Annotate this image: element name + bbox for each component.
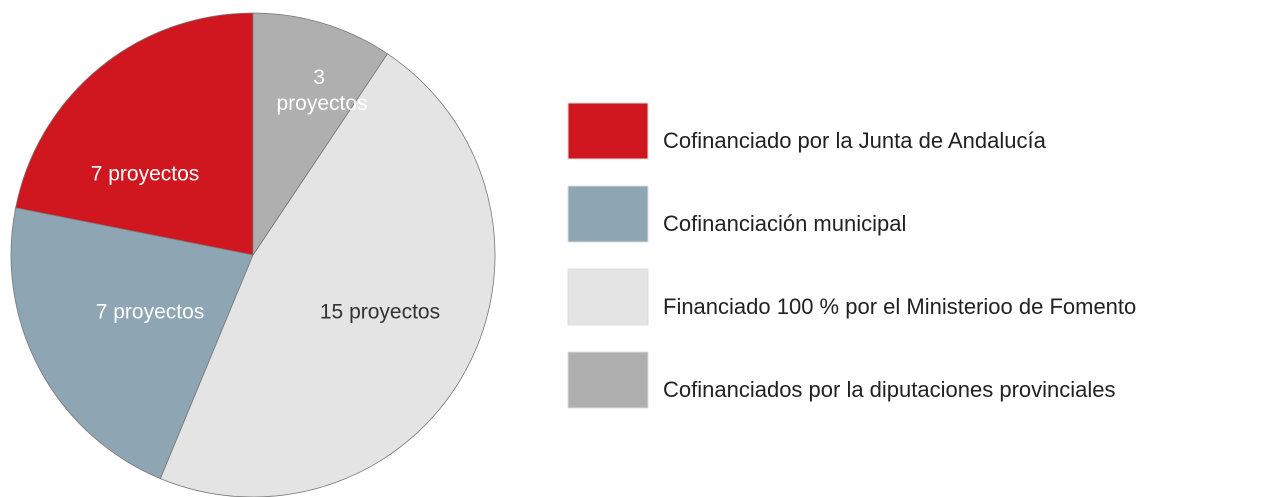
pie-slice — [15, 12, 254, 256]
pie-slice — [10, 207, 254, 480]
value-label: 15 proyectos — [320, 301, 440, 324]
value-label-line: 3 — [313, 66, 331, 89]
value-label-line: proyectos — [276, 92, 367, 115]
legend-label: Cofinanciación municipal — [663, 211, 906, 236]
value-label: 7 proyectos — [91, 163, 200, 186]
legend-swatch — [567, 268, 649, 326]
legend-swatch — [567, 351, 649, 409]
legend-label: Financiado 100 % por el Ministerioo de F… — [663, 294, 1136, 319]
legend-swatch — [567, 102, 649, 160]
legend-label: Cofinanciado por la Junta de Andalucía — [663, 128, 1047, 153]
value-label: 7 proyectos — [96, 301, 205, 324]
legend-swatch — [567, 185, 649, 243]
pie-slice — [252, 12, 389, 257]
value-label: 3 proyectos — [276, 66, 367, 115]
legend-label: Cofinanciados por la diputaciones provin… — [663, 377, 1116, 402]
